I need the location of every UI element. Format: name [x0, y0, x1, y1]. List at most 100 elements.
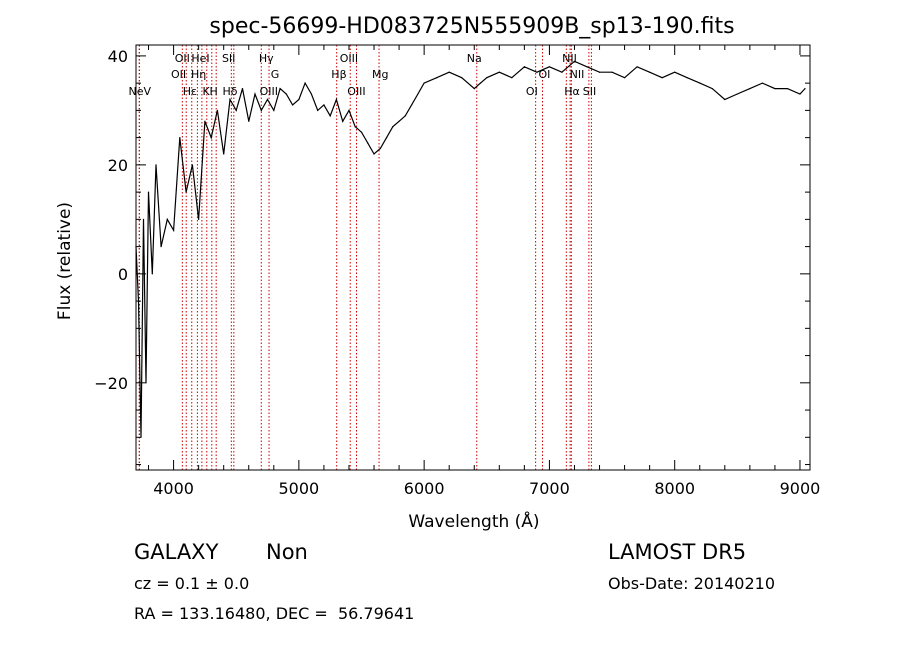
spectral-line-label: Hη — [191, 68, 206, 81]
spectral-line-label: Na — [467, 52, 482, 65]
chart-title: spec-56699-HD083725N555909B_sp13-190.fit… — [209, 14, 734, 39]
spectral-line-label: G — [271, 68, 280, 81]
spectral-line-label: NeV — [128, 85, 151, 98]
spectral-line-label: HeI — [191, 52, 209, 65]
x-tick-label: 8000 — [654, 479, 695, 498]
data-point — [248, 120, 250, 122]
data-point — [373, 153, 375, 155]
data-point — [736, 93, 738, 95]
data-point — [498, 71, 500, 73]
data-point — [461, 77, 463, 79]
data-point — [216, 109, 219, 111]
data-point — [473, 87, 475, 90]
data-point — [674, 71, 676, 73]
y-tick-label: 20 — [108, 156, 128, 175]
data-point — [273, 109, 275, 111]
data-point — [511, 77, 513, 79]
data-point — [223, 153, 225, 155]
data-point — [385, 137, 388, 139]
data-point — [536, 71, 538, 73]
data-point — [151, 273, 153, 275]
data-point — [235, 109, 237, 111]
x-tick-label: 7000 — [529, 479, 570, 498]
redshift-cz: cz = 0.1 ± 0.0 — [134, 574, 250, 593]
data-point — [398, 120, 400, 122]
data-point — [323, 104, 325, 106]
data-point — [686, 77, 688, 79]
data-point — [279, 87, 281, 90]
data-point — [210, 137, 212, 139]
spectral-line-markers — [138, 45, 592, 470]
spectral-line-label: OII — [175, 52, 190, 65]
spectral-line-label: H — [210, 85, 218, 98]
survey-name: LAMOST DR5 — [608, 540, 747, 564]
data-point — [479, 82, 482, 84]
data-point — [266, 98, 269, 101]
data-point — [523, 66, 525, 68]
data-point — [335, 98, 338, 101]
plot-axes: 4000 5000 6000 7000 8000 9000 −20 0 20 40 — [94, 44, 821, 498]
spectral-line-label: SII — [222, 52, 235, 65]
x-tick-label: 9000 — [780, 479, 821, 498]
data-point — [573, 60, 576, 62]
data-point — [761, 82, 763, 84]
data-point — [799, 93, 801, 95]
data-point — [204, 120, 206, 122]
data-point — [367, 142, 369, 144]
data-point — [411, 104, 413, 106]
data-point — [611, 71, 613, 73]
spectral-line-label: Hδ — [222, 85, 237, 98]
spectral-line-label: K — [203, 85, 211, 98]
data-point — [586, 66, 588, 68]
data-point — [172, 229, 175, 231]
data-point — [699, 82, 701, 84]
data-point — [160, 246, 162, 248]
spectral-line-label: Hα — [564, 85, 580, 98]
data-point — [360, 131, 363, 133]
data-point — [661, 77, 663, 79]
spectral-line-label: OIII — [347, 85, 365, 98]
spectral-line-label: NII — [570, 68, 585, 81]
spectral-line-label: SII — [583, 85, 596, 98]
data-point — [348, 109, 350, 111]
data-point — [354, 126, 356, 128]
data-point — [623, 77, 626, 79]
spectral-line-label: Hβ — [331, 68, 346, 81]
spectral-line-label: OI — [526, 85, 538, 98]
data-point — [379, 147, 381, 150]
data-point — [342, 120, 344, 122]
data-point — [436, 77, 438, 79]
data-point — [254, 93, 256, 95]
spectrum-line — [135, 60, 806, 438]
spectral-line-label: NII — [562, 52, 577, 65]
data-point — [285, 93, 287, 95]
spectral-line-label: OIII — [340, 52, 358, 65]
spectral-line-label: Hε — [183, 85, 197, 98]
data-point — [448, 71, 450, 73]
data-point — [486, 77, 488, 79]
data-point — [142, 218, 145, 220]
data-point — [166, 218, 168, 220]
data-point — [649, 71, 651, 73]
data-point — [598, 71, 601, 73]
data-point — [724, 98, 726, 101]
x-axis-label: Wavelength (Å) — [408, 510, 539, 532]
data-point — [417, 93, 419, 95]
data-point — [185, 191, 187, 193]
data-point — [786, 87, 789, 90]
x-tick-label: 4000 — [153, 479, 194, 498]
x-tick-label: 6000 — [404, 479, 445, 498]
data-point — [404, 115, 406, 117]
y-tick-label: 0 — [118, 265, 128, 284]
data-point — [147, 191, 150, 193]
data-point — [711, 87, 713, 90]
data-point — [749, 87, 751, 90]
plot-frame — [135, 44, 811, 471]
data-point — [241, 87, 244, 90]
object-subclass: Non — [266, 540, 308, 564]
data-point — [298, 98, 300, 101]
object-class: GALAXY — [134, 540, 219, 564]
data-point — [179, 137, 181, 139]
